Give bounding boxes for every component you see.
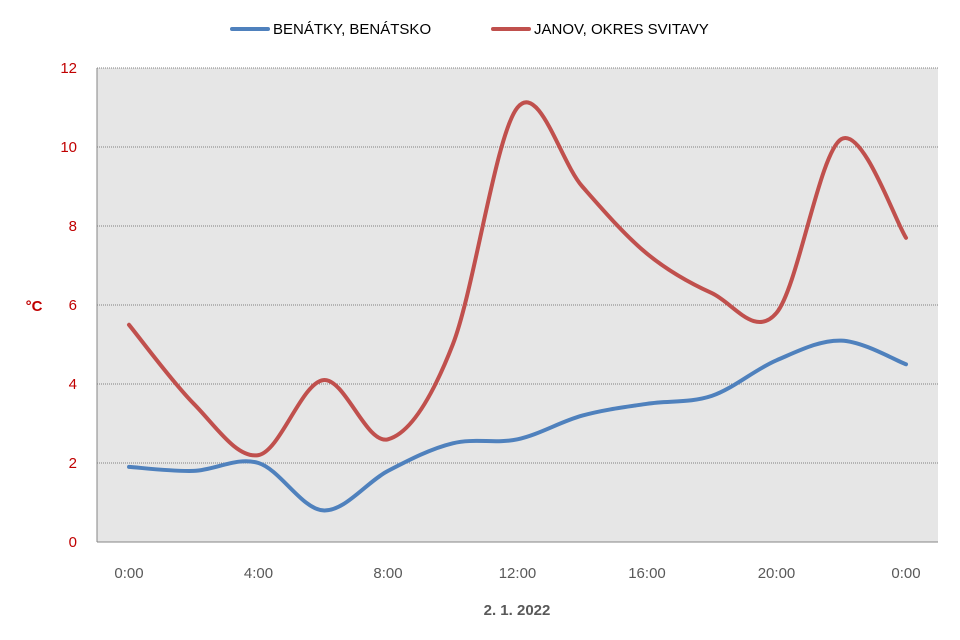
y-tick-label: 4 <box>69 376 77 393</box>
x-tick-label: 20:00 <box>758 565 796 582</box>
y-tick-label: 10 <box>60 139 77 156</box>
x-tick-label: 4:00 <box>244 565 273 582</box>
x-tick-labels: 0:00 4:00 8:00 12:00 16:00 20:00 0:00 <box>114 565 920 582</box>
y-axis-label: °C <box>26 298 43 315</box>
x-axis-label: 2. 1. 2022 <box>484 602 551 619</box>
y-tick-labels: 0 2 4 6 8 10 12 <box>60 60 77 551</box>
x-tick-label: 0:00 <box>114 565 143 582</box>
legend: BENÁTKY, BENÁTSKO JANOV, OKRES SVITAVY <box>230 21 709 38</box>
x-tick-label: 0:00 <box>891 565 920 582</box>
y-tick-label: 12 <box>60 60 77 77</box>
series-lines <box>127 100 908 513</box>
y-tick-label: 6 <box>69 297 77 314</box>
x-tick-label: 12:00 <box>499 565 537 582</box>
y-tick-label: 2 <box>69 455 77 472</box>
legend-label-janov: JANOV, OKRES SVITAVY <box>534 21 709 38</box>
x-tick-label: 16:00 <box>628 565 666 582</box>
series-line-janov <box>127 100 908 458</box>
y-tick-label: 8 <box>69 218 77 235</box>
x-tick-label: 8:00 <box>373 565 402 582</box>
y-tick-label: 0 <box>69 534 77 551</box>
legend-label-benatky: BENÁTKY, BENÁTSKO <box>273 21 431 38</box>
series-line-benatky <box>127 338 908 513</box>
